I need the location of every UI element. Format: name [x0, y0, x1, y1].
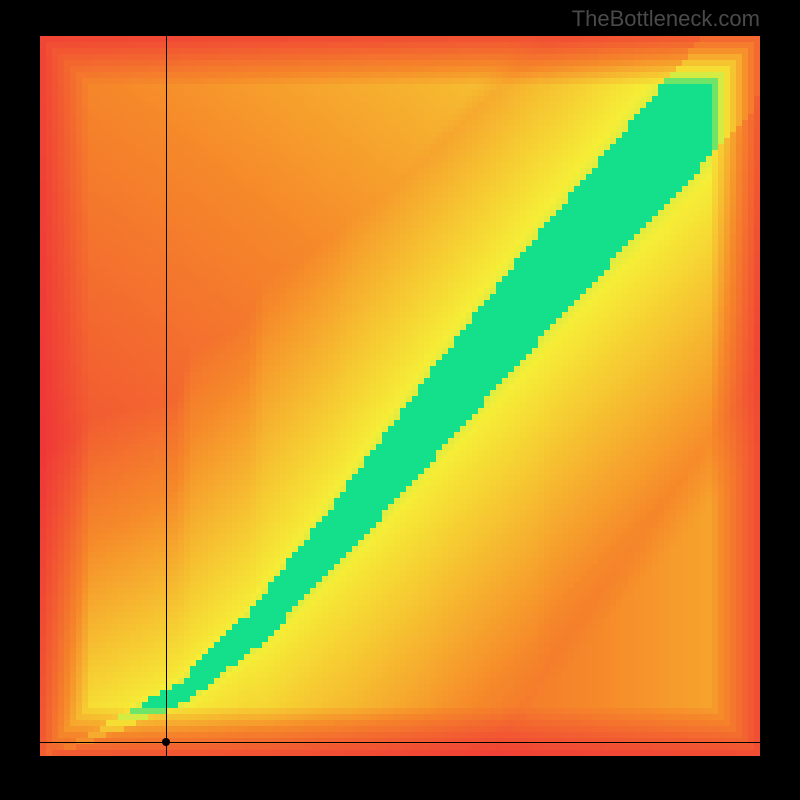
heatmap-plot [40, 36, 760, 756]
heatmap-canvas [40, 36, 760, 756]
crosshair-marker [162, 738, 170, 746]
crosshair-vertical [166, 36, 167, 756]
watermark-text: TheBottleneck.com [572, 6, 760, 32]
crosshair-horizontal [40, 742, 760, 743]
